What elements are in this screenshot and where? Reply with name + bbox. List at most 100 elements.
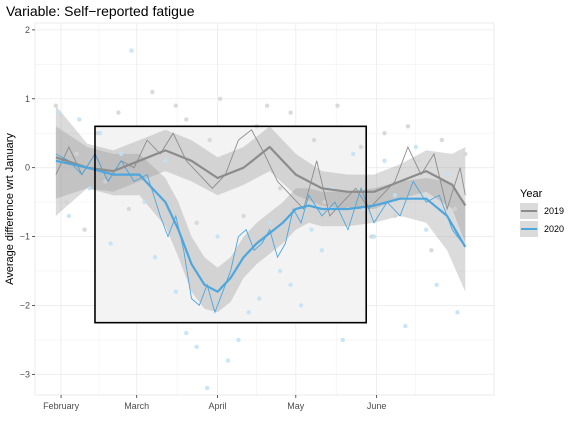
smooth-lines (55, 145, 467, 293)
point-2019 (53, 103, 59, 108)
smooth-line-2019 (55, 145, 467, 207)
x-axis-ticks: February March April May June (43, 395, 386, 411)
point-2019 (160, 193, 165, 198)
point-2020 (246, 310, 252, 315)
point-2020 (204, 385, 210, 391)
point-2020 (350, 151, 356, 157)
point-2019 (288, 110, 293, 115)
point-2020 (413, 144, 418, 150)
highlight-box-outline (94, 125, 368, 324)
x-tick-label: May (287, 401, 305, 411)
point-2020 (382, 158, 387, 163)
point-2019 (126, 206, 132, 212)
y-tick-label: −3 (20, 369, 30, 379)
point-2020 (423, 227, 429, 232)
point-2020 (298, 303, 304, 308)
point-2020 (288, 282, 293, 287)
point-2020 (215, 234, 220, 239)
point-2020 (66, 213, 72, 219)
point-2020 (152, 255, 158, 260)
point-2019 (217, 96, 223, 101)
point-2019 (64, 199, 69, 205)
y-axis-ticks: −3 −2 −1 0 1 2 (20, 25, 35, 379)
point-2020 (129, 48, 134, 53)
point-2019 (382, 131, 387, 136)
y-tick-label: −2 (20, 300, 30, 310)
point-2019 (405, 124, 411, 129)
point-2019 (277, 186, 283, 191)
raw-line-2020 (55, 152, 466, 314)
point-2020 (277, 268, 283, 274)
highlight-box (94, 126, 367, 323)
legend-label-2019: 2019 (544, 206, 564, 216)
chart-title: Variable: Self−reported fatigue (6, 3, 195, 19)
x-tick-label: March (124, 401, 149, 411)
point-2020 (403, 323, 408, 329)
point-2019 (184, 117, 189, 122)
point-2019 (311, 137, 317, 143)
point-2020 (118, 151, 124, 157)
y-tick-label: 0 (25, 163, 30, 173)
y-tick-label: −1 (20, 232, 30, 242)
point-2020 (163, 158, 168, 163)
point-2020 (434, 282, 439, 287)
point-2019 (452, 206, 458, 212)
point-2019 (463, 151, 468, 157)
point-2020 (77, 117, 82, 122)
point-2020 (56, 110, 61, 115)
point-2020 (340, 337, 345, 343)
smooth-line-2020 (55, 159, 467, 293)
point-2020 (267, 220, 272, 225)
point-2019 (207, 137, 212, 143)
point-2019 (173, 103, 179, 108)
point-2020 (142, 199, 147, 205)
point-2019 (264, 103, 270, 108)
point-2020 (184, 330, 189, 336)
point-2019 (74, 151, 79, 157)
raw-lines (55, 129, 466, 314)
point-2019 (82, 227, 87, 232)
highlight-box-border (94, 125, 368, 324)
highlight-box-fill (94, 126, 367, 323)
point-2019 (429, 248, 434, 253)
point-2020 (455, 310, 460, 315)
point-2020 (225, 358, 231, 363)
point-2020 (309, 227, 314, 232)
point-2020 (257, 296, 262, 301)
point-2019 (116, 110, 121, 115)
point-2019 (103, 179, 108, 184)
point-2020 (87, 186, 92, 191)
point-2019 (194, 220, 199, 225)
point-2019 (416, 158, 421, 163)
point-2019 (241, 213, 246, 219)
point-2020 (108, 241, 113, 246)
data-points (53, 48, 468, 391)
point-2019 (439, 137, 445, 143)
y-tick-label: 2 (25, 25, 30, 35)
point-2020 (173, 289, 179, 294)
x-tick-label: June (367, 401, 387, 411)
point-2020 (97, 131, 103, 136)
y-axis-label: Average difference wrt January (4, 133, 16, 285)
point-2019 (335, 103, 340, 108)
point-2020 (319, 248, 325, 253)
x-tick-label: April (209, 401, 227, 411)
point-2019 (322, 199, 327, 205)
point-2019 (358, 144, 364, 150)
point-2020 (194, 344, 199, 349)
point-2020 (236, 337, 241, 343)
point-2020 (444, 172, 450, 177)
x-tick-label: February (43, 401, 80, 411)
point-2020 (392, 193, 398, 198)
point-2019 (150, 89, 155, 95)
y-tick-label: 1 (25, 94, 30, 104)
raw-line-2019 (55, 129, 466, 217)
point-2019 (392, 213, 398, 219)
band-2020 (55, 126, 466, 313)
legend-title: Year (520, 188, 543, 200)
legend-label-2020: 2020 (544, 224, 564, 234)
point-2020 (371, 234, 377, 239)
